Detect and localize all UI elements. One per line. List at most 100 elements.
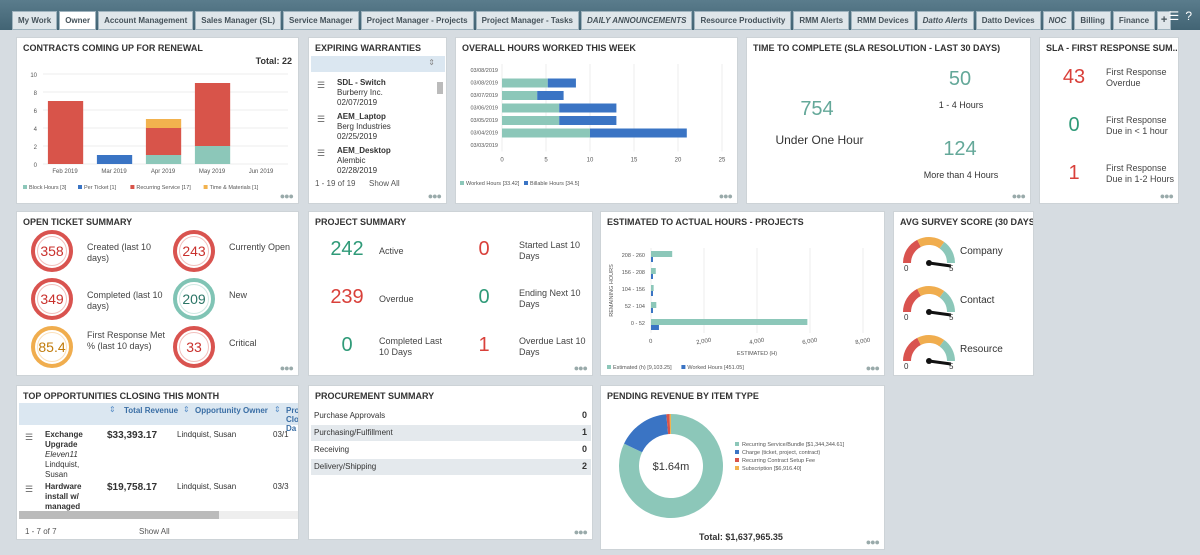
- tab-15[interactable]: Finance: [1112, 11, 1156, 30]
- legend-swatch: [735, 466, 739, 470]
- col-total-revenue[interactable]: Total Revenue: [124, 406, 179, 415]
- drag-handle-icon[interactable]: ☰: [317, 148, 326, 158]
- procurement-value: 0: [581, 410, 587, 420]
- ticket-ring: 209: [173, 278, 215, 320]
- more-four-value: 124: [943, 138, 977, 160]
- tab-13[interactable]: NOC: [1042, 11, 1073, 30]
- more-icon[interactable]: ●●●: [427, 191, 442, 201]
- x-tick: 15: [631, 158, 638, 164]
- tab-7[interactable]: DAILY ANNOUNCEMENTS: [581, 11, 693, 30]
- drag-handle-icon[interactable]: ☰: [25, 432, 34, 442]
- more-icon[interactable]: ●●●: [573, 363, 588, 373]
- procurement-row[interactable]: Delivery/Shipping 2: [311, 459, 591, 475]
- bar: [194, 83, 231, 146]
- more-icon[interactable]: ●●●: [279, 191, 294, 201]
- menu-icon[interactable]: ☰: [1168, 9, 1180, 23]
- x-tick: Mar 2019: [101, 169, 127, 175]
- tab-10[interactable]: RMM Devices: [851, 11, 915, 30]
- warranty-name[interactable]: AEM_Desktop: [337, 146, 391, 155]
- y-tick: 104 - 156: [622, 287, 645, 293]
- pie-slice: [624, 414, 669, 453]
- legend-label: Recurring Service/Bundle [$1,344,344.61]: [742, 442, 845, 448]
- more-icon[interactable]: ●●●: [865, 363, 880, 373]
- bar: [502, 78, 548, 88]
- more-icon[interactable]: ●●●: [1011, 191, 1026, 201]
- legend-label: Worked Hours [451.05]: [687, 365, 744, 371]
- h-scrollbar[interactable]: [19, 511, 298, 519]
- tab-14[interactable]: Billing: [1074, 11, 1111, 30]
- ticket-label: Completed (last 10 days): [87, 290, 163, 311]
- drag-handle-icon[interactable]: ☰: [317, 80, 326, 90]
- tab-9[interactable]: RMM Alerts: [793, 11, 850, 30]
- x-tick: 6,000: [802, 338, 818, 347]
- pending-revenue-chart: $1.64m Recurring Service/Bundle [$1,344,3…: [619, 414, 845, 518]
- more-icon[interactable]: ●●●: [718, 191, 733, 201]
- tab-4[interactable]: Service Manager: [283, 11, 359, 30]
- drag-handle-icon[interactable]: ☰: [317, 114, 326, 124]
- sla-value: 0: [1068, 114, 1080, 136]
- warranty-name[interactable]: AEM_Laptop: [337, 112, 386, 121]
- y-tick: 52 - 104: [625, 304, 645, 310]
- tab-1[interactable]: Owner: [59, 11, 97, 30]
- tab-8[interactable]: Resource Productivity: [694, 11, 792, 30]
- widget-title: AVG SURVEY SCORE (30 DAYS): [900, 217, 1034, 227]
- y-tick: 4: [34, 127, 38, 133]
- opp-contact: Lindquist, Susan: [45, 460, 80, 479]
- gauge-band: [939, 241, 955, 264]
- pager-text: 1 - 7 of 7: [25, 527, 57, 536]
- opp-name[interactable]: Hardware install w/ managed: [45, 482, 82, 511]
- drag-handle-icon[interactable]: ☰: [25, 484, 34, 494]
- gauge-band: [903, 239, 922, 264]
- procurement-row[interactable]: Purchase Approvals 0: [311, 408, 591, 424]
- bar: [194, 146, 231, 164]
- gauge-min: 0: [904, 264, 909, 273]
- opp-name[interactable]: Exchange Upgrade: [45, 430, 83, 449]
- gauge-band: [903, 337, 922, 362]
- tab-2[interactable]: Account Management: [98, 11, 194, 30]
- bar: [651, 302, 657, 308]
- sla-value: 43: [1062, 66, 1086, 88]
- more-icon[interactable]: ●●●: [279, 363, 294, 373]
- help-icon[interactable]: ?: [1185, 9, 1192, 23]
- more-icon[interactable]: ●●●: [1159, 191, 1174, 201]
- opp-date: 03/1: [273, 430, 289, 439]
- x-tick: 0: [500, 158, 504, 164]
- ticket-label: Critical: [229, 338, 257, 348]
- warranties-widget: EXPIRING WARRANTIES ⇕ ☰ SDL - Switch Burbe…: [308, 37, 447, 204]
- gauge-band: [917, 237, 945, 249]
- under-hour-label: Under One Hour: [775, 133, 864, 147]
- y-tick: 03/03/2019: [470, 143, 498, 149]
- add-tab-button[interactable]: +: [1157, 11, 1172, 30]
- project-label: Active: [379, 246, 404, 256]
- ticket-ring: 358: [31, 230, 73, 272]
- y-tick: 0: [34, 163, 38, 169]
- scrollbar[interactable]: [437, 82, 443, 94]
- more-icon[interactable]: ●●●: [865, 537, 880, 547]
- bar: [651, 251, 673, 257]
- tab-0[interactable]: My Work: [12, 11, 58, 30]
- show-all-link[interactable]: Show All: [139, 527, 170, 536]
- sort-bar[interactable]: ⇕: [311, 56, 445, 72]
- col-owner[interactable]: Opportunity Owner: [195, 406, 268, 415]
- more-icon[interactable]: ●●●: [573, 527, 588, 537]
- one-four-label: 1 - 4 Hours: [938, 100, 984, 110]
- ticket-label: Currently Open: [229, 242, 291, 252]
- tab-5[interactable]: Project Manager - Projects: [360, 11, 474, 30]
- warranty-name[interactable]: SDL - Switch: [337, 78, 386, 87]
- tab-3[interactable]: Sales Manager (SL): [195, 11, 282, 30]
- project-value: 0: [341, 334, 353, 356]
- procurement-row[interactable]: Receiving 0: [311, 442, 591, 458]
- legend-swatch: [524, 181, 528, 185]
- tab-11[interactable]: Datto Alerts: [916, 11, 974, 30]
- gauge-band: [939, 290, 955, 313]
- opp-account: Eleven11: [45, 450, 78, 459]
- show-all-link[interactable]: Show All: [369, 179, 400, 188]
- bar: [47, 101, 84, 164]
- procurement-row[interactable]: Purchasing/Fulfillment 1: [311, 425, 591, 441]
- col-close-date[interactable]: Projected Close Da: [286, 406, 299, 433]
- gauge-min: 0: [904, 313, 909, 322]
- legend-label: Worked Hours [33.42]: [466, 181, 520, 187]
- hours-chart: 0 5 10 15 20 25 03/08/2019 03/08/2019 03/07/2019…: [460, 64, 726, 187]
- tab-6[interactable]: Project Manager - Tasks: [475, 11, 580, 30]
- tab-12[interactable]: Datto Devices: [975, 11, 1041, 30]
